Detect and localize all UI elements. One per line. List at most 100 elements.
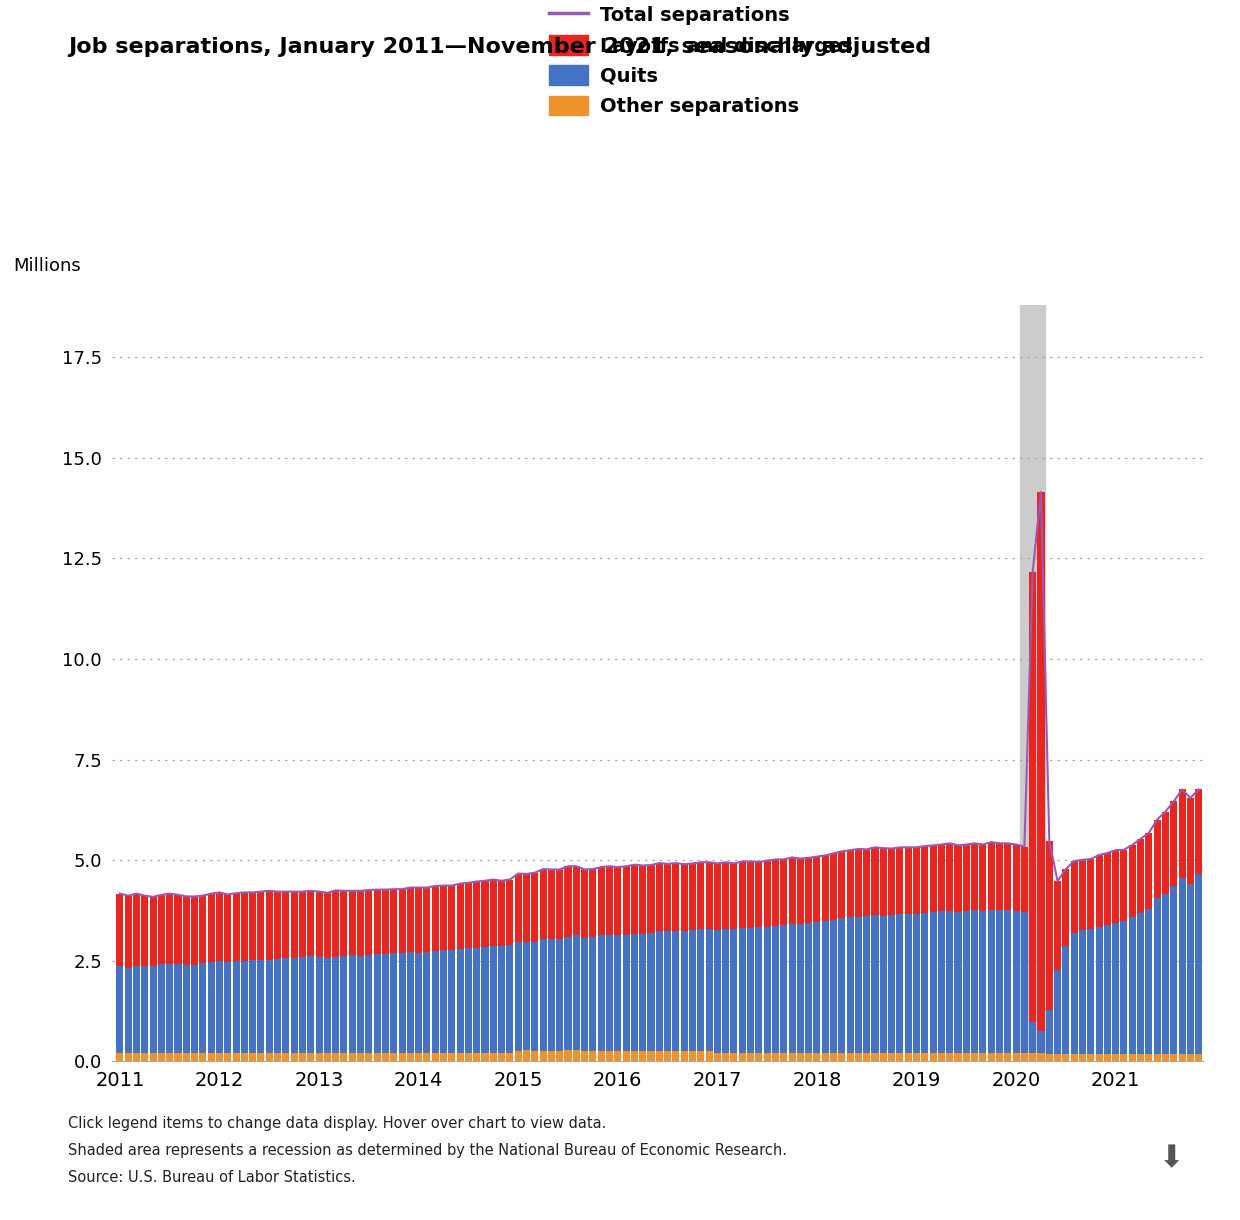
Bar	[598, 1052, 605, 1061]
Bar	[773, 859, 779, 926]
Bar	[573, 866, 580, 936]
Bar	[598, 867, 605, 936]
Bar	[614, 1052, 621, 1061]
Bar	[822, 921, 828, 1053]
Bar	[631, 1052, 637, 1061]
Bar	[697, 863, 704, 928]
Bar	[971, 1053, 978, 1061]
Bar	[216, 961, 223, 1053]
Bar	[589, 869, 596, 937]
Bar	[539, 939, 547, 1052]
Bar	[315, 892, 322, 956]
Bar	[880, 916, 887, 1053]
Bar	[465, 1053, 472, 1061]
Bar	[382, 1053, 389, 1061]
Bar	[582, 1052, 588, 1061]
Bar	[324, 958, 331, 1053]
Bar	[299, 1053, 306, 1061]
Bar	[797, 859, 804, 924]
Bar	[373, 1053, 381, 1061]
Bar	[1121, 1054, 1127, 1061]
Bar	[299, 956, 306, 1053]
Bar	[283, 958, 289, 1053]
Bar	[1187, 798, 1194, 884]
Bar	[1121, 850, 1127, 921]
Bar	[233, 961, 239, 1053]
Bar	[672, 931, 680, 1052]
Bar	[315, 1053, 322, 1061]
Bar	[937, 911, 945, 1053]
Bar	[258, 892, 264, 960]
Bar	[980, 911, 987, 1053]
Bar	[847, 850, 853, 916]
Bar	[224, 894, 232, 963]
Bar	[689, 930, 696, 1052]
Bar	[207, 1053, 215, 1061]
Bar	[274, 892, 281, 959]
Bar	[872, 848, 879, 915]
Bar	[1096, 855, 1102, 927]
Bar	[241, 1053, 248, 1061]
Bar	[937, 844, 945, 911]
Bar	[423, 1053, 430, 1061]
Bar	[207, 963, 215, 1053]
Bar	[863, 1053, 870, 1061]
Bar	[449, 886, 455, 950]
Bar	[1021, 305, 1045, 1061]
Bar	[440, 1053, 448, 1061]
Bar	[191, 965, 198, 1053]
Bar	[125, 895, 131, 967]
Bar	[1063, 869, 1069, 946]
Bar	[1045, 841, 1053, 1010]
Bar	[1021, 911, 1028, 1053]
Bar	[490, 946, 497, 1053]
Bar	[474, 1053, 480, 1061]
Bar	[1178, 878, 1185, 1054]
Bar	[888, 1053, 895, 1061]
Bar	[573, 1050, 580, 1061]
Bar	[647, 1052, 655, 1061]
Bar	[714, 864, 720, 930]
Bar	[1178, 1054, 1185, 1061]
Bar	[474, 948, 480, 1053]
Bar	[423, 888, 430, 952]
Bar	[913, 848, 920, 914]
Bar	[930, 1053, 936, 1061]
Bar	[1004, 843, 1012, 910]
Bar	[398, 889, 405, 953]
Bar	[357, 891, 365, 956]
Bar	[1171, 1054, 1177, 1061]
Bar	[1029, 572, 1037, 1022]
Bar	[1171, 886, 1177, 1054]
Bar	[407, 1053, 414, 1061]
Bar	[150, 1053, 156, 1061]
Bar	[117, 893, 124, 966]
Bar	[373, 889, 381, 954]
Bar	[515, 942, 522, 1052]
Bar	[539, 869, 547, 939]
Bar	[382, 954, 389, 1053]
Bar	[274, 959, 281, 1053]
Bar	[1045, 1010, 1053, 1054]
Bar	[582, 870, 588, 938]
Bar	[639, 1052, 646, 1061]
Bar	[1013, 1053, 1019, 1061]
Bar	[714, 930, 720, 1053]
Bar	[357, 956, 365, 1053]
Bar	[880, 1053, 887, 1061]
Bar	[150, 897, 156, 966]
Bar	[681, 1052, 688, 1061]
Bar	[681, 864, 688, 931]
Bar	[324, 1053, 331, 1061]
Bar	[432, 1053, 439, 1061]
Bar	[1195, 789, 1202, 874]
Bar	[1104, 926, 1111, 1054]
Bar	[249, 892, 257, 960]
Bar	[672, 863, 680, 931]
Bar	[764, 1053, 771, 1061]
Bar	[341, 956, 347, 1053]
Bar	[348, 1053, 356, 1061]
Bar	[656, 863, 663, 931]
Bar	[523, 1050, 529, 1061]
Bar	[888, 849, 895, 915]
